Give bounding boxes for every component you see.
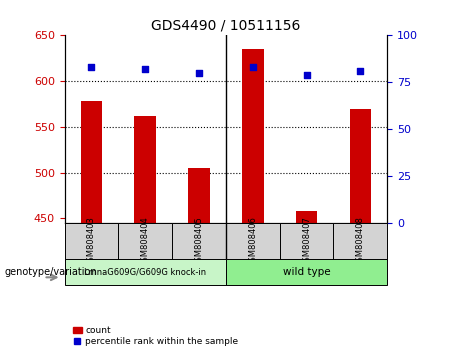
Point	[142, 66, 149, 72]
Bar	[226, 259, 387, 285]
Point	[249, 64, 256, 70]
Title: GDS4490 / 10511156: GDS4490 / 10511156	[151, 19, 301, 33]
Bar	[65, 223, 118, 260]
Text: genotype/variation: genotype/variation	[5, 267, 97, 277]
Text: GSM808407: GSM808407	[302, 216, 311, 267]
Bar	[81, 101, 102, 223]
Text: wild type: wild type	[283, 267, 331, 277]
Bar	[65, 259, 226, 285]
Text: GSM808403: GSM808403	[87, 216, 96, 267]
Text: GSM808405: GSM808405	[195, 216, 203, 267]
Point	[88, 64, 95, 70]
Text: GSM808408: GSM808408	[356, 216, 365, 267]
Bar	[118, 223, 172, 260]
Bar	[188, 168, 210, 223]
Bar	[280, 223, 333, 260]
Bar	[296, 211, 317, 223]
Text: GSM808404: GSM808404	[141, 216, 150, 267]
Text: LmnaG609G/G609G knock-in: LmnaG609G/G609G knock-in	[84, 268, 206, 277]
Point	[195, 70, 203, 76]
Point	[357, 68, 364, 74]
Point	[303, 72, 310, 78]
Text: GSM808406: GSM808406	[248, 216, 257, 267]
Bar	[242, 49, 264, 223]
Legend: count, percentile rank within the sample: count, percentile rank within the sample	[69, 322, 242, 349]
Bar	[349, 109, 371, 223]
Bar	[226, 223, 280, 260]
Bar	[135, 116, 156, 223]
Bar	[333, 223, 387, 260]
Bar	[172, 223, 226, 260]
